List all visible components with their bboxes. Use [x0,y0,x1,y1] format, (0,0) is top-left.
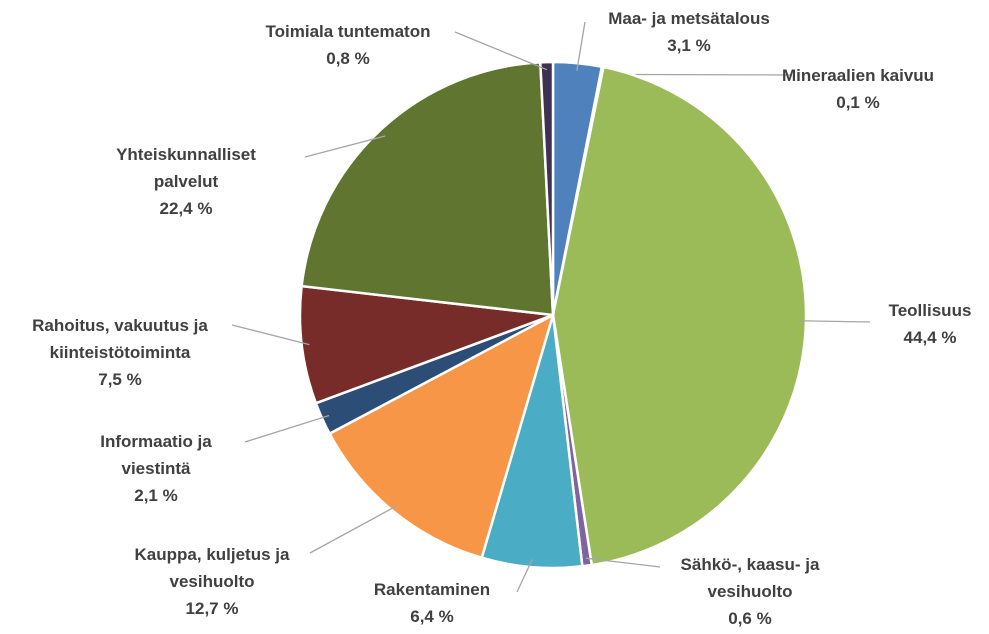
data-label: Rakentaminen 6,4 % [347,576,517,630]
leader-line [231,324,310,346]
value-label: 0,6 % [728,609,772,628]
leader-line [516,559,533,593]
category-label: Rakentaminen [373,580,491,599]
category-label: Rahoitus, vakuutus ja kiinteistötoiminta [32,316,208,362]
value-label: 12,7 % [185,599,239,618]
data-label: Rahoitus, vakuutus ja kiinteistötoiminta… [0,312,240,393]
pie-slice [298,284,554,405]
data-label: Sähkö-, kaasu- ja vesihuolto 0,6 % [650,551,850,632]
leader-line [244,414,330,443]
data-label: Yhteiskunnalliset palvelut 22,4 % [101,141,271,222]
data-label: Toimiala tuntematon 0,8 % [233,18,463,72]
leader-line [309,504,399,554]
category-label: Sähkö-, kaasu- ja vesihuolto [680,555,820,601]
data-label: Maa- ja metsätalous 3,1 % [574,5,804,59]
category-label: Teollisuus [888,301,972,320]
category-label: Maa- ja metsätalous [608,9,770,28]
value-label: 44,4 % [903,328,957,347]
data-label: Teollisuus 44,4 % [870,297,989,351]
category-label: Yhteiskunnalliset palvelut [116,145,256,191]
value-label: 0,8 % [326,49,370,68]
pie-slice [327,312,556,560]
value-label: 6,4 % [410,607,454,626]
value-label: 22,4 % [159,199,213,218]
leader-line [304,135,386,158]
pie-slice [538,60,555,316]
category-label: Informaatio ja viestintä [100,432,212,478]
leader-line [585,557,661,568]
value-label: 7,5 % [98,370,142,389]
leader-line [798,320,871,323]
value-label: 2,1 % [134,486,178,505]
data-label: Mineraalien kaivuu 0,1 % [743,62,973,116]
leader-line [576,21,586,71]
data-label: Informaatio ja viestintä 2,1 % [81,428,231,509]
value-label: 3,1 % [667,36,711,55]
pie-slice [551,65,808,567]
data-label: Kauppa, kuljetus ja vesihuolto 12,7 % [107,541,317,622]
category-label: Kauppa, kuljetus ja vesihuolto [134,545,290,591]
leader-line [454,31,548,71]
category-label: Mineraalien kaivuu [781,66,935,85]
pie-slice [300,61,555,317]
category-label: Toimiala tuntematon [265,22,431,41]
value-label: 0,1 % [836,93,880,112]
